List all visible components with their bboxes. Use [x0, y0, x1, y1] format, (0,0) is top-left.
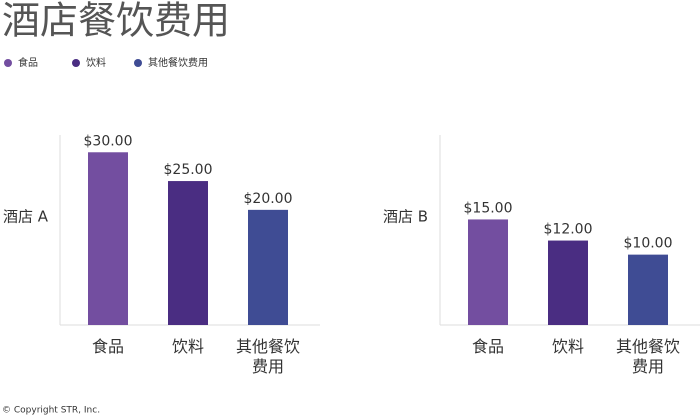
legend-label: 其他餐饮费用 — [148, 56, 208, 69]
page-title: 酒店餐饮费用 — [2, 0, 230, 43]
x-tick-label: 食品 — [471, 337, 504, 356]
value-label: $15.00 — [464, 200, 513, 216]
legend-label: 食品 — [18, 56, 38, 69]
value-label: $20.00 — [244, 191, 293, 207]
bar — [468, 219, 508, 325]
legend-swatch — [134, 59, 142, 67]
value-label: $10.00 — [624, 236, 673, 252]
bar — [548, 240, 588, 325]
panel-title: 酒店 A — [3, 208, 49, 226]
x-tick-label: 食品 — [91, 337, 124, 356]
bar — [248, 209, 288, 325]
legend-label: 饮料 — [86, 56, 106, 69]
value-label: $12.00 — [544, 222, 593, 238]
legend-swatch — [72, 59, 80, 67]
bar — [628, 254, 668, 325]
x-tick-label: 饮料 — [551, 337, 584, 356]
footer: © Copyright STR, Inc. — [2, 406, 100, 416]
legend-swatch — [4, 59, 12, 67]
x-tick-label: 其他餐饮费用 — [235, 337, 300, 376]
x-tick-label: 饮料 — [171, 337, 204, 356]
bar — [88, 152, 128, 325]
x-tick-label: 其他餐饮费用 — [615, 337, 680, 376]
value-label: $25.00 — [164, 162, 213, 178]
panel-title: 酒店 B — [383, 208, 428, 226]
bar — [168, 181, 208, 325]
value-label: $30.00 — [84, 133, 133, 149]
